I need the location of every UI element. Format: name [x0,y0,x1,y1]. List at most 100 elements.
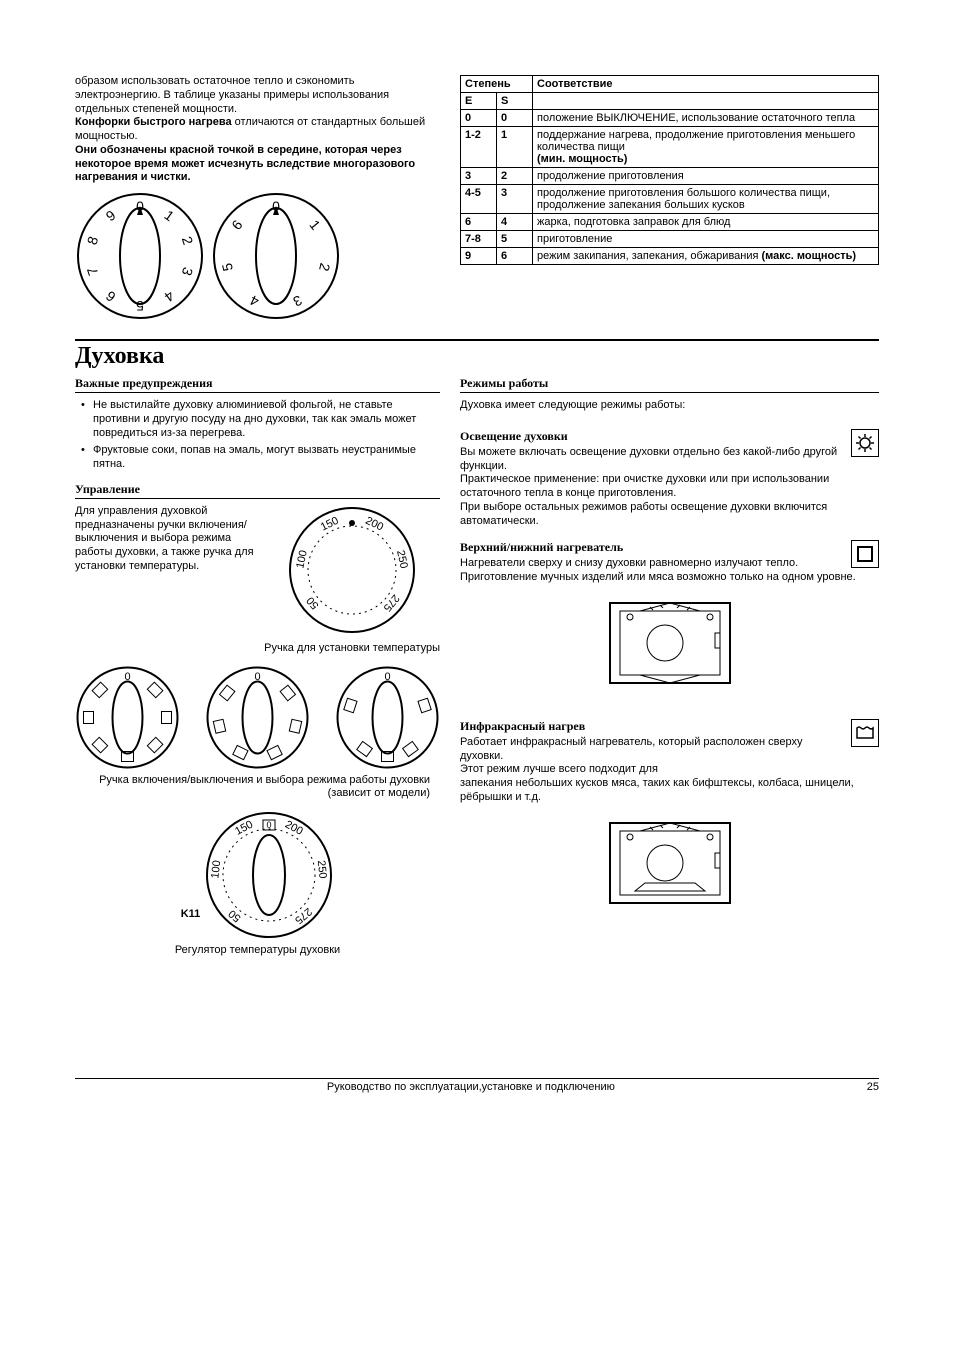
temp-dial-caption: Ручка для установки температуры [264,642,440,655]
temp-dial-icon: 50100150200250275 [287,505,417,635]
table-row: 64жарка, подготовка заправок для блюд [461,214,879,231]
svg-text:8: 8 [84,234,102,247]
power-table: Степень Соответствие E S 00положение ВЫК… [460,75,879,265]
warnings-list: Не выстилайте духовку алюминиевой фольго… [75,399,440,472]
oven-diagram-topbot-icon [600,593,740,693]
oven-right-col: Режимы работы Духовка имеет следующие ре… [460,376,879,958]
warning-item-2: Фруктовые соки, попав на эмаль, могут вы… [93,444,440,472]
intro-paragraph: образом использовать остаточное тепло и … [75,75,440,116]
svg-text:100: 100 [210,860,224,880]
light-p2: Практическое применение: при очистке дух… [460,473,879,501]
control-text: Для управления духовкой предназначены ру… [75,505,254,655]
svg-text:2: 2 [179,234,197,247]
svg-text:5: 5 [219,261,236,272]
topbot-mode-block: Верхний/нижний нагреватель Нагреватели с… [460,540,879,707]
table-row: 7-85приготовление [461,231,879,248]
svg-text:0: 0 [272,198,280,214]
svg-text:0: 0 [384,671,390,683]
oven-heading: Духовка [75,339,879,370]
mode-dial-caption: Ручка включения/выключения и выбора режи… [75,774,440,800]
temp-dial-block: 50100150200250275 Ручка для установки те… [264,505,440,655]
table-row: 96режим закипания, запекания, обжаривани… [461,248,879,265]
svg-text:6: 6 [228,217,245,233]
svg-text:2: 2 [316,262,333,273]
top-left-col: образом использовать остаточное тепло и … [75,75,440,321]
th-s: S [497,93,533,110]
svg-text:100: 100 [294,549,310,569]
svg-text:0: 0 [254,671,260,683]
th-match: Соответствие [533,76,879,93]
svg-text:7: 7 [84,265,102,278]
k11-caption: Регулятор температуры духовки [75,944,440,957]
light-p3: При выборе остальных режимов работы осве… [460,501,879,529]
table-row: 32продолжение приготовления [461,168,879,185]
ir-p2: Этот режим лучше всего подходит для [460,763,879,777]
svg-text:0: 0 [136,198,144,214]
svg-text:5: 5 [136,298,144,314]
mode-dial-row: 0 0 [75,665,440,770]
oven-diagram-ir-icon [600,813,740,913]
svg-text:4: 4 [161,288,177,306]
ir-p1: Работает инфракрасный нагреватель, котор… [460,736,879,764]
svg-text:1: 1 [306,217,323,233]
topbot-title: Верхний/нижний нагреватель [460,540,879,555]
red-dot-paragraph: Они обозначены красной точкой в середине… [75,144,440,185]
mode-dial-1-icon: 0 [75,665,180,770]
svg-text:6: 6 [103,288,119,306]
red-dot-bold: Они обозначены красной точкой в середине… [75,144,415,184]
k11-dial-icon: 0 50100150200250275 [204,810,334,940]
ir-mode-block: Инфракрасный нагрев Работает инфракрасны… [460,719,879,927]
page-number: 25 [867,1081,879,1093]
oven-two-col: Важные предупреждения Не выстилайте духо… [75,376,879,958]
k11-block: K11 0 50100150200250275 [75,810,440,940]
modes-subtitle: Режимы работы [460,376,879,393]
th-empty [533,93,879,110]
svg-text:150: 150 [319,514,341,533]
table-row: 00положение ВЫКЛЮЧЕНИЕ, использование ос… [461,110,879,127]
ir-p3: запекания небольших кусков мяса, таких к… [460,777,879,805]
hob-dial-row: 0123456789 0123456 [75,191,440,321]
table-row: 1-21поддержание нагрева, продолжение при… [461,127,879,168]
fast-burner-paragraph: Конфорки быстрого нагрева отличаются от … [75,116,440,144]
svg-text:275: 275 [292,905,314,926]
svg-text:1: 1 [162,207,178,225]
warnings-subtitle: Важные предупреждения [75,376,440,393]
light-icon [851,429,879,457]
light-title: Освещение духовки [460,429,879,444]
warning-item-1: Не выстилайте духовку алюминиевой фольго… [93,399,440,440]
page-footer: Руководство по эксплуатации,установке и … [75,1078,879,1093]
svg-text:4: 4 [247,292,261,310]
svg-text:200: 200 [364,514,386,533]
topbot-icon [851,540,879,568]
svg-text:3: 3 [179,265,197,278]
light-mode-block: Освещение духовки Вы можете включать осв… [460,429,879,529]
svg-text:3: 3 [291,292,305,310]
control-subtitle: Управление [75,482,440,499]
svg-text:9: 9 [103,207,119,225]
control-row: Для управления духовкой предназначены ру… [75,505,440,655]
grill-icon [851,719,879,747]
top-section: образом использовать остаточное тепло и … [75,75,879,321]
svg-text:0: 0 [267,820,272,830]
mode-dial-2-icon: 0 [205,665,310,770]
ir-title: Инфракрасный нагрев [460,719,879,734]
dial-0-6-icon: 0 1 2 3 4 5 6 [211,191,341,321]
table-row: 4-53продолжение приготовления большого к… [461,185,879,214]
light-p1: Вы можете включать освещение духовки отд… [460,446,879,474]
oven-left-col: Важные предупреждения Не выстилайте духо… [75,376,440,958]
svg-text:50: 50 [304,594,321,611]
dial-0-9-icon: 0 12 34 5 67 89 [75,191,205,321]
top-right-col: Степень Соответствие E S 00положение ВЫК… [460,75,879,321]
svg-text:250: 250 [394,549,410,569]
th-e: E [461,93,497,110]
intro-text-1: образом использовать остаточное тепло и … [75,75,389,115]
topbot-p: Нагреватели сверху и снизу духовки равно… [460,557,879,585]
svg-text:250: 250 [315,860,329,880]
mode-dial-3-icon: 0 [335,665,440,770]
th-level: Степень [461,76,533,93]
modes-intro: Духовка имеет следующие режимы работы: [460,399,879,413]
k11-label: K11 [181,908,201,920]
footer-text: Руководство по эксплуатации,установке и … [327,1081,615,1093]
svg-text:0: 0 [124,671,130,683]
fast-burner-bold: Конфорки быстрого нагрева [75,116,232,128]
